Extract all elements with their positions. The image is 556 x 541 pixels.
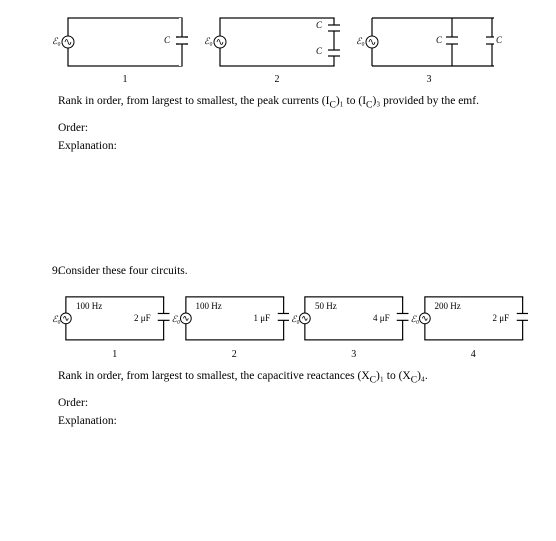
q9-number: 9.: [52, 265, 61, 277]
q8-circuit-2: ℰ₀ C C: [212, 12, 342, 72]
circuit-svg: [60, 291, 170, 346]
q9-nums: 1 2 3 4: [60, 349, 528, 360]
q9-circuit-3: ℰ₀ 50 Hz 4 μF: [299, 291, 409, 347]
cap: 2 μF: [134, 313, 151, 323]
emf: ℰ₀: [52, 314, 61, 325]
q9-circuit-2: ℰ₀ 100 Hz 1 μF: [180, 291, 290, 347]
q8-circuit-1: ℰ₀ C: [60, 12, 190, 72]
circuit-svg: [299, 291, 409, 346]
cap-label-1: C: [436, 35, 442, 45]
cap-label: C: [164, 35, 170, 45]
circuit-svg: [180, 291, 290, 346]
cap-label-2: C: [496, 35, 502, 45]
cap-label-2: C: [316, 46, 322, 56]
q8-prompt: Rank in order, from largest to smallest,…: [58, 93, 528, 113]
q8-circuit-3: ℰ₀ C C: [364, 12, 494, 72]
num-2: 2: [212, 74, 342, 85]
freq: 100 Hz: [196, 301, 222, 311]
freq: 100 Hz: [76, 301, 102, 311]
emf: ℰ₀: [411, 314, 420, 325]
q8-section: ℰ₀ C ℰ₀ C C: [40, 12, 528, 265]
circuit-1-svg: [60, 12, 190, 72]
q9-explanation: Explanation:: [58, 412, 528, 430]
num-1: 1: [60, 349, 170, 360]
q9-intro: Consider these four circuits.: [58, 265, 528, 277]
num-3: 3: [364, 74, 494, 85]
q9-circuit-4: ℰ₀ 200 Hz 2 μF: [419, 291, 529, 347]
q8-circuit-row: ℰ₀ C ℰ₀ C C: [60, 12, 528, 72]
cap: 1 μF: [254, 313, 271, 323]
num-2: 2: [180, 349, 290, 360]
num-4: 4: [419, 349, 529, 360]
num-1: 1: [60, 74, 190, 85]
freq: 50 Hz: [315, 301, 337, 311]
circuit-svg: [419, 291, 529, 346]
cap: 4 μF: [373, 313, 390, 323]
q9-section: 9. Consider these four circuits. ℰ₀ 100 …: [40, 265, 528, 430]
q9-prompt: Rank in order, from largest to smallest,…: [58, 368, 528, 388]
circuit-3-svg: [364, 12, 494, 72]
spacer: [40, 155, 528, 265]
emf: ℰ₀: [172, 314, 181, 325]
num-3: 3: [299, 349, 409, 360]
q8-explanation: Explanation:: [58, 137, 528, 155]
freq: 200 Hz: [435, 301, 461, 311]
circuit-2-svg: [212, 12, 342, 72]
emf-label: ℰ₀: [52, 36, 61, 47]
q8-nums: 1 2 3: [60, 74, 528, 85]
emf-label: ℰ₀: [204, 36, 213, 47]
cap: 2 μF: [493, 313, 510, 323]
q9-circuit-row: ℰ₀ 100 Hz 2 μF ℰ₀ 100 Hz 1 μF: [60, 291, 528, 347]
emf: ℰ₀: [291, 314, 300, 325]
cap-label-1: C: [316, 20, 322, 30]
q9-circuit-1: ℰ₀ 100 Hz 2 μF: [60, 291, 170, 347]
emf-label: ℰ₀: [356, 36, 365, 47]
q8-order: Order:: [58, 119, 528, 137]
q9-order: Order:: [58, 394, 528, 412]
